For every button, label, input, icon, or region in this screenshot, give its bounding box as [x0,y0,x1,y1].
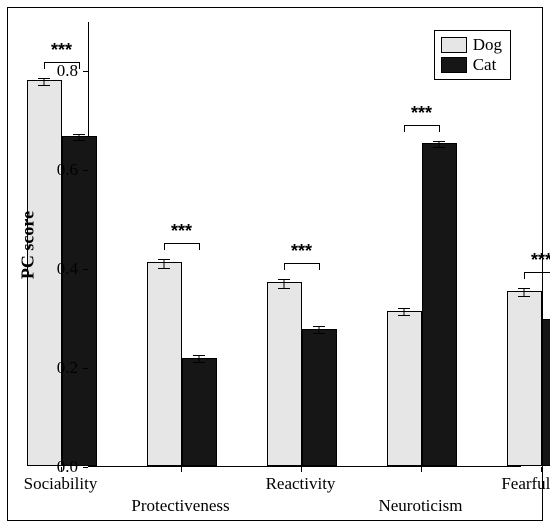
category-label: Fearfulness [501,474,550,494]
legend-swatch [441,37,467,53]
bar-cat [302,329,337,466]
xtick [301,467,302,472]
error-cap [518,288,530,289]
legend-swatch [441,57,467,73]
sig-marker: *** [291,242,312,260]
bar-dog [267,282,302,466]
sig-bracket-tick [44,62,45,69]
error-cap [313,326,325,327]
bar-cat [182,358,217,466]
error-bar [199,355,200,362]
error-cap [518,296,530,297]
error-bar [284,279,285,288]
error-bar [404,308,405,315]
category-label: Protectiveness [131,496,229,516]
error-cap [278,279,290,280]
xtick [421,467,422,472]
bar-dog [147,262,182,466]
error-cap [398,308,410,309]
error-cap [73,134,85,135]
sig-bracket [524,272,550,273]
sig-bracket-tick [524,272,525,279]
legend-label: Cat [473,55,497,75]
sig-bracket [404,125,439,126]
ytick [83,467,88,468]
sig-marker: *** [411,104,432,122]
error-cap [193,362,205,363]
ytick-label: 0.4 [57,259,78,279]
error-cap [278,288,290,289]
ytick [83,170,88,171]
error-cap [433,147,445,148]
ytick-label: 0.6 [57,160,78,180]
ytick-label: 0.8 [57,61,78,81]
sig-bracket [284,263,319,264]
error-cap [158,259,170,260]
sig-bracket-tick [284,263,285,270]
sig-bracket-tick [439,125,440,132]
error-bar [44,78,45,85]
legend-item: Cat [441,55,502,75]
error-cap [73,140,85,141]
sig-bracket [164,243,199,244]
ytick [83,269,88,270]
category-label: Sociability [24,474,98,494]
error-cap [158,268,170,269]
sig-marker: *** [171,222,192,240]
legend-label: Dog [473,35,502,55]
category-label: Reactivity [266,474,336,494]
legend-item: Dog [441,35,502,55]
bar-dog [507,291,542,466]
sig-marker: *** [51,41,72,59]
bar-cat [62,136,97,466]
error-bar [164,259,165,268]
error-cap [38,78,50,79]
xtick [181,467,182,472]
bar-cat [542,319,550,466]
error-cap [38,85,50,86]
ytick [83,71,88,72]
sig-marker: *** [531,251,550,269]
ytick-label: 0.2 [57,358,78,378]
error-bar [319,326,320,333]
plot-area: *************** [88,22,521,467]
bar-cat [422,143,457,466]
sig-bracket-tick [199,243,200,250]
bar-dog [387,311,422,466]
xtick [61,467,62,472]
y-axis-title: PC score [18,210,39,278]
ytick [83,368,88,369]
error-cap [313,333,325,334]
sig-bracket-tick [79,62,80,69]
error-cap [433,141,445,142]
legend: DogCat [434,30,511,80]
category-label: Neuroticism [378,496,462,516]
xtick [541,467,542,472]
sig-bracket-tick [404,125,405,132]
sig-bracket-tick [164,243,165,250]
error-bar [524,288,525,297]
sig-bracket-tick [319,263,320,270]
error-cap [398,315,410,316]
error-cap [193,355,205,356]
